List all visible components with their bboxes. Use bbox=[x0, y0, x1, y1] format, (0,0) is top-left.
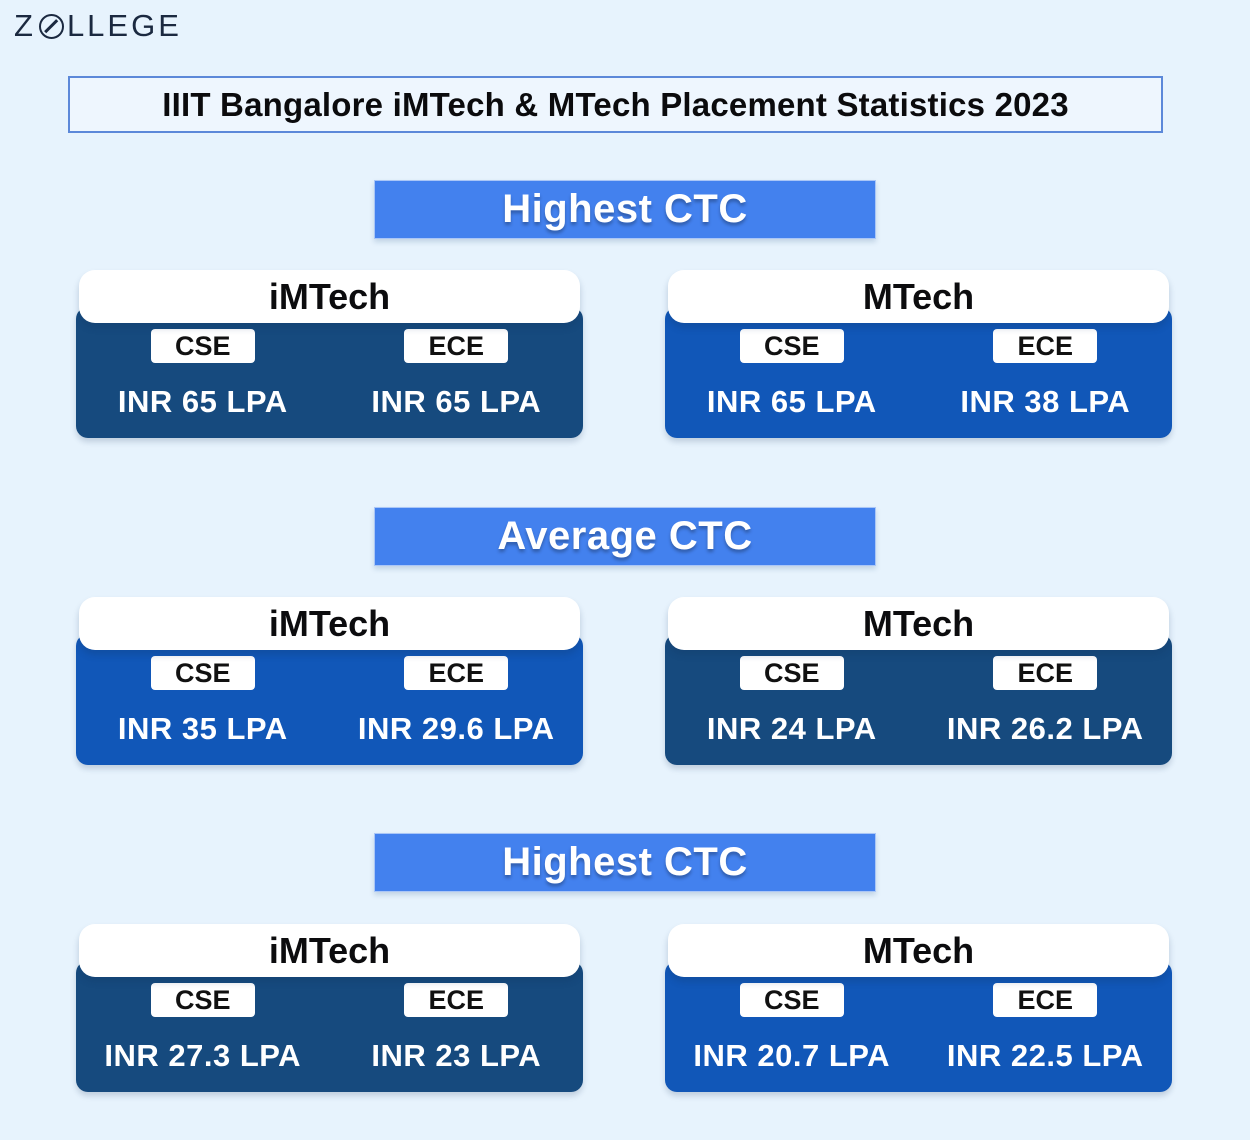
ctc-value: INR 22.5 LPA bbox=[946, 1038, 1144, 1073]
ctc-value: INR 29.6 LPA bbox=[357, 711, 555, 746]
section-banner-highest-ctc: Highest CTC bbox=[374, 180, 876, 239]
ctc-value: INR 65 LPA bbox=[117, 384, 288, 419]
card-row-highest-ctc-2: iMTech CSE INR 27.3 LPA ECE INR 23 LPA M… bbox=[76, 924, 1172, 1092]
branch-column-cse: CSE INR 65 LPA bbox=[76, 329, 330, 438]
branch-chip: ECE bbox=[404, 656, 509, 690]
branch-column-ece: ECE INR 26.2 LPA bbox=[919, 656, 1173, 765]
branch-chip: CSE bbox=[150, 983, 255, 1017]
card-body: CSE INR 24 LPA ECE INR 26.2 LPA bbox=[665, 634, 1172, 765]
ctc-value: INR 26.2 LPA bbox=[946, 711, 1144, 746]
page-title: IIIT Bangalore iMTech & MTech Placement … bbox=[162, 85, 1069, 123]
program-card-imtech: iMTech CSE INR 65 LPA ECE INR 65 LPA bbox=[76, 270, 583, 438]
branch-column-ece: ECE INR 38 LPA bbox=[919, 329, 1173, 438]
branch-chip: CSE bbox=[739, 329, 844, 363]
branch-column-ece: ECE INR 22.5 LPA bbox=[919, 983, 1173, 1092]
card-body: CSE INR 65 LPA ECE INR 65 LPA bbox=[76, 307, 583, 438]
branch-column-ece: ECE INR 29.6 LPA bbox=[330, 656, 584, 765]
program-header: iMTech bbox=[79, 270, 580, 323]
logo-text-z: Z bbox=[14, 8, 36, 43]
branch-chip: CSE bbox=[739, 656, 844, 690]
program-card-imtech: iMTech CSE INR 27.3 LPA ECE INR 23 LPA bbox=[76, 924, 583, 1092]
zollege-logo: Z LLEGE bbox=[14, 8, 182, 44]
branch-column-ece: ECE INR 65 LPA bbox=[330, 329, 584, 438]
program-header: MTech bbox=[668, 270, 1169, 323]
branch-chip: ECE bbox=[404, 329, 509, 363]
branch-chip: CSE bbox=[150, 656, 255, 690]
branch-column-cse: CSE INR 65 LPA bbox=[665, 329, 919, 438]
ctc-value: INR 65 LPA bbox=[371, 384, 542, 419]
branch-chip: ECE bbox=[993, 983, 1098, 1017]
logo-slashed-o-icon bbox=[38, 13, 64, 39]
ctc-value: INR 23 LPA bbox=[371, 1038, 542, 1073]
ctc-value: INR 20.7 LPA bbox=[693, 1038, 891, 1073]
program-card-imtech: iMTech CSE INR 35 LPA ECE INR 29.6 LPA bbox=[76, 597, 583, 765]
program-header: iMTech bbox=[79, 924, 580, 977]
program-header: iMTech bbox=[79, 597, 580, 650]
ctc-value: INR 65 LPA bbox=[706, 384, 877, 419]
branch-column-ece: ECE INR 23 LPA bbox=[330, 983, 584, 1092]
card-body: CSE INR 20.7 LPA ECE INR 22.5 LPA bbox=[665, 961, 1172, 1092]
branch-chip: ECE bbox=[993, 329, 1098, 363]
branch-column-cse: CSE INR 27.3 LPA bbox=[76, 983, 330, 1092]
card-body: CSE INR 27.3 LPA ECE INR 23 LPA bbox=[76, 961, 583, 1092]
branch-column-cse: CSE INR 35 LPA bbox=[76, 656, 330, 765]
branch-chip: CSE bbox=[739, 983, 844, 1017]
card-body: CSE INR 65 LPA ECE INR 38 LPA bbox=[665, 307, 1172, 438]
program-card-mtech: MTech CSE INR 24 LPA ECE INR 26.2 LPA bbox=[665, 597, 1172, 765]
branch-chip: ECE bbox=[993, 656, 1098, 690]
logo-text-llege: LLEGE bbox=[66, 8, 182, 43]
ctc-value: INR 35 LPA bbox=[117, 711, 288, 746]
branch-column-cse: CSE INR 20.7 LPA bbox=[665, 983, 919, 1092]
ctc-value: INR 27.3 LPA bbox=[104, 1038, 302, 1073]
ctc-value: INR 38 LPA bbox=[960, 384, 1131, 419]
program-card-mtech: MTech CSE INR 20.7 LPA ECE INR 22.5 LPA bbox=[665, 924, 1172, 1092]
card-body: CSE INR 35 LPA ECE INR 29.6 LPA bbox=[76, 634, 583, 765]
branch-chip: ECE bbox=[404, 983, 509, 1017]
program-header: MTech bbox=[668, 597, 1169, 650]
ctc-value: INR 24 LPA bbox=[706, 711, 877, 746]
card-row-average-ctc: iMTech CSE INR 35 LPA ECE INR 29.6 LPA M… bbox=[76, 597, 1172, 765]
section-banner-average-ctc: Average CTC bbox=[374, 507, 876, 566]
program-card-mtech: MTech CSE INR 65 LPA ECE INR 38 LPA bbox=[665, 270, 1172, 438]
title-box: IIIT Bangalore iMTech & MTech Placement … bbox=[68, 76, 1163, 133]
branch-column-cse: CSE INR 24 LPA bbox=[665, 656, 919, 765]
card-row-highest-ctc: iMTech CSE INR 65 LPA ECE INR 65 LPA MTe… bbox=[76, 270, 1172, 438]
section-banner-highest-ctc-2: Highest CTC bbox=[374, 833, 876, 892]
program-header: MTech bbox=[668, 924, 1169, 977]
branch-chip: CSE bbox=[150, 329, 255, 363]
